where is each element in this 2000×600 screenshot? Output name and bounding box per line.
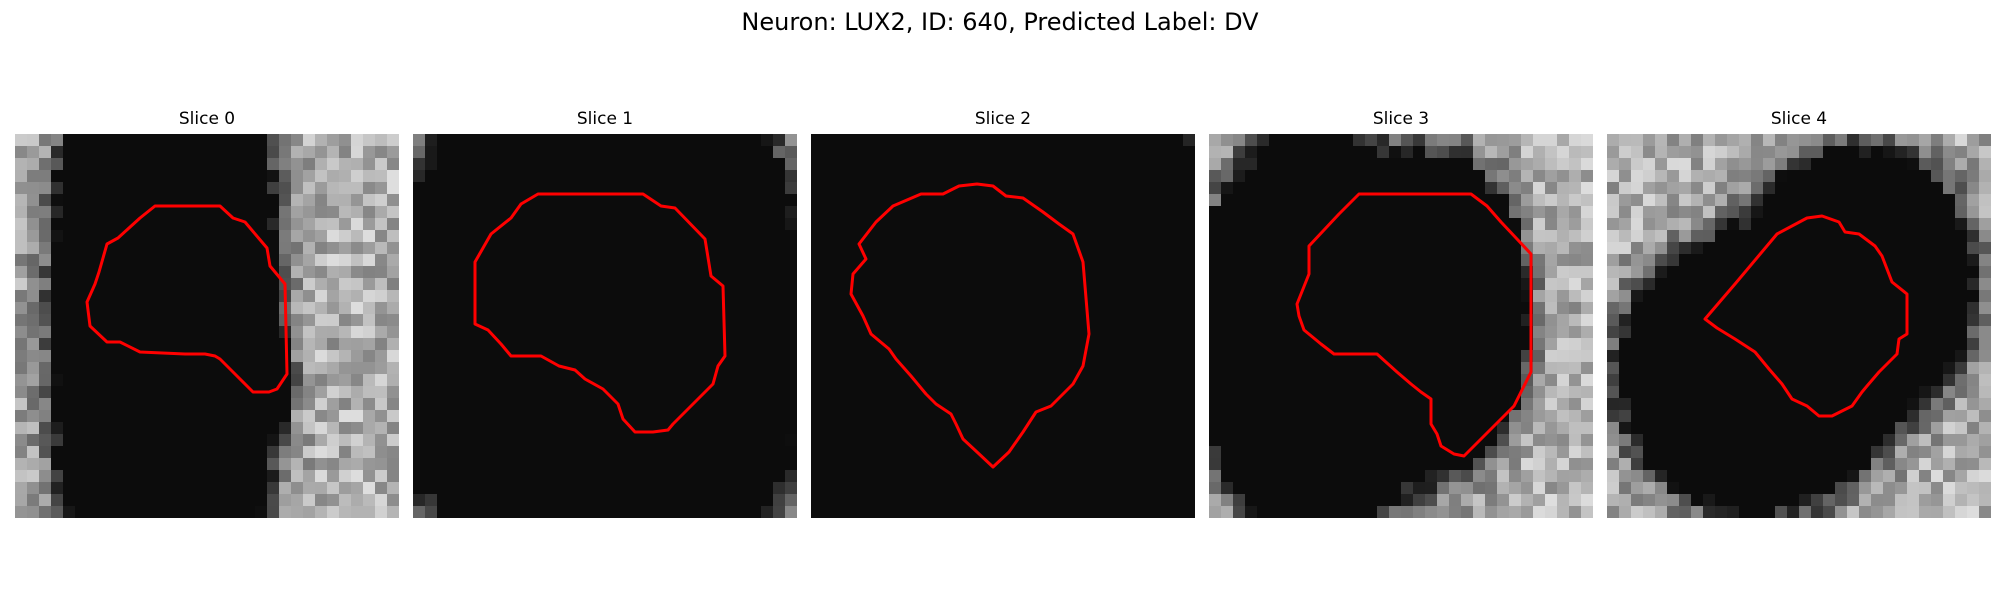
noise-texture: [1607, 134, 1991, 518]
noise-texture: [413, 134, 797, 518]
slice-panel-0: Slice 0: [15, 108, 399, 518]
slice-panel-1: Slice 1: [413, 108, 797, 518]
noise-texture: [1209, 134, 1593, 518]
neuron-contour-3: [1295, 192, 1533, 458]
neuron-contour-4: [1703, 214, 1909, 418]
neuron-contour-1: [473, 192, 727, 434]
slice-title-4: Slice 4: [1770, 109, 1828, 129]
slice-title-0: Slice 0: [178, 109, 236, 129]
slice-title-2: Slice 2: [974, 109, 1032, 129]
slice-title-1: Slice 1: [576, 109, 634, 129]
neuron-contour-2: [849, 182, 1091, 469]
slice-image-0: [15, 134, 399, 518]
noise-texture: [15, 134, 399, 518]
neuron-contour-0: [85, 204, 289, 394]
figure-title: Neuron: LUX2, ID: 640, Predicted Label: …: [741, 8, 1259, 36]
slice-image-3: [1209, 134, 1593, 518]
slice-image-1: [413, 134, 797, 518]
slice-panel-3: Slice 3: [1209, 108, 1593, 518]
slice-panel-4: Slice 4: [1607, 108, 1991, 518]
noise-texture: [811, 134, 1195, 518]
slice-panel-2: Slice 2: [811, 108, 1195, 518]
slice-image-4: [1607, 134, 1991, 518]
slice-title-3: Slice 3: [1372, 109, 1430, 129]
slice-image-2: [811, 134, 1195, 518]
